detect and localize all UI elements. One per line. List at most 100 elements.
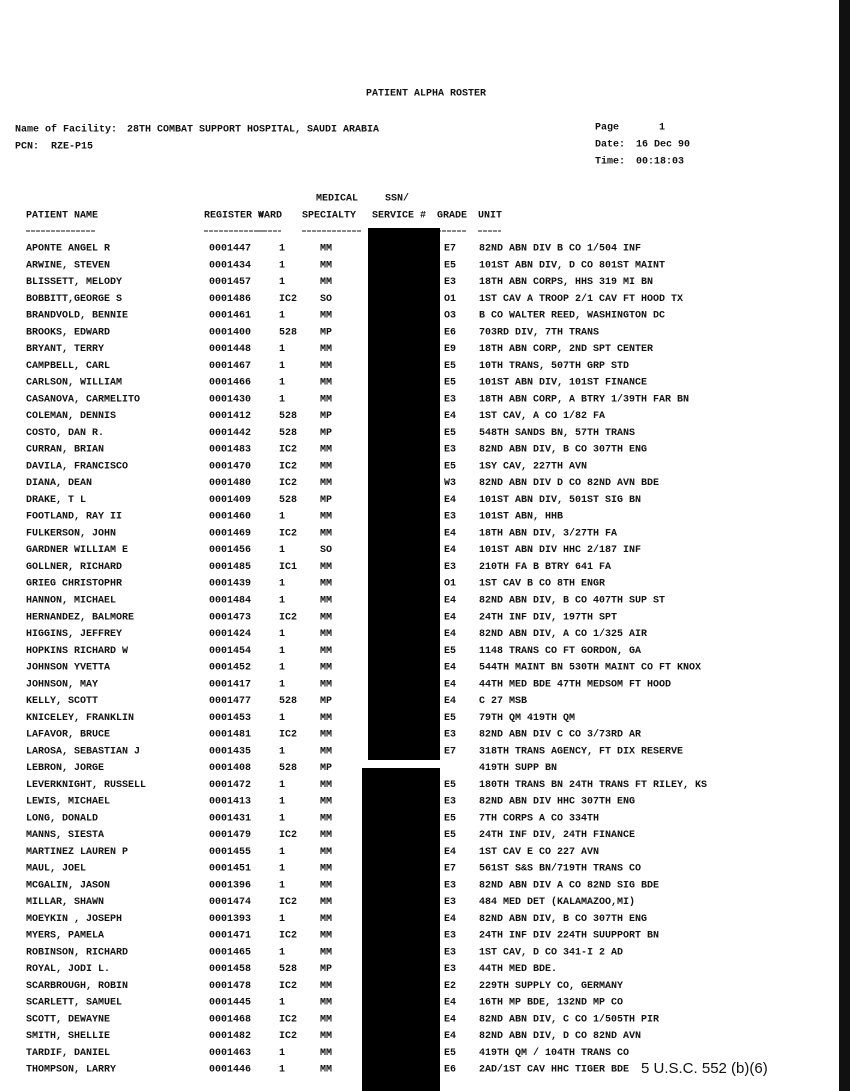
unit: 24TH INF DIV, 24TH FINANCE xyxy=(479,830,635,841)
ward: IC2 xyxy=(279,294,297,305)
unit: 1ST CAV B CO 8TH ENGR xyxy=(479,579,605,590)
ward: 1 xyxy=(279,311,285,322)
register-number: 0001484 xyxy=(209,595,251,606)
patient-name: HERNANDEZ, BALMORE xyxy=(26,612,134,623)
register-number: 0001474 xyxy=(209,897,251,908)
ward: 1 xyxy=(279,1048,285,1059)
unit: 1ST CAV, D CO 341-I 2 AD xyxy=(479,947,623,958)
specialty: SO xyxy=(320,294,332,305)
unit: 82ND ABN DIV, A CO 1/325 AIR xyxy=(479,628,647,640)
grade: E7 xyxy=(444,746,456,757)
patient-name: BROOKS, EDWARD xyxy=(26,327,110,338)
grade: O1 xyxy=(444,294,456,305)
unit: 18TH ABN CORP, A BTRY 1/39TH FAR BN xyxy=(479,393,689,405)
specialty: MM xyxy=(320,361,332,372)
column-header: SPECIALTY xyxy=(302,211,356,222)
patient-name: HIGGINS, JEFFREY xyxy=(26,629,122,640)
ward: 1 xyxy=(279,797,285,808)
specialty: MM xyxy=(320,646,332,657)
specialty: MM xyxy=(320,981,332,992)
column-header-top: SSN/ xyxy=(385,193,409,205)
grade: O3 xyxy=(444,311,456,322)
specialty: MM xyxy=(320,880,332,891)
specialty: MM xyxy=(320,730,332,741)
patient-name: LONG, DONALD xyxy=(26,813,98,824)
grade: E5 xyxy=(444,361,456,372)
grade: E5 xyxy=(444,260,456,271)
grade: E5 xyxy=(444,1048,456,1059)
ward: IC2 xyxy=(279,931,297,942)
grade: E4 xyxy=(444,545,456,556)
specialty: MP xyxy=(320,763,332,774)
unit: 24TH INF DIV 224TH SUUPPORT BN xyxy=(479,931,659,942)
patient-name: LAFAVOR, BRUCE xyxy=(26,730,110,741)
patient-name: HOPKINS RICHARD W xyxy=(26,646,128,657)
ward: 528 xyxy=(279,495,297,506)
patient-name: TARDIF, DANIEL xyxy=(26,1048,110,1059)
register-number: 0001413 xyxy=(209,797,251,808)
grade: W3 xyxy=(444,478,456,489)
grade: E3 xyxy=(444,277,456,288)
grade: E9 xyxy=(444,344,456,355)
column-header: REGISTER # xyxy=(204,211,264,222)
specialty: MM xyxy=(320,780,332,791)
register-number: 0001439 xyxy=(209,579,251,590)
specialty: MM xyxy=(320,378,332,389)
unit: 7TH CORPS A CO 334TH xyxy=(479,813,599,824)
grade: E4 xyxy=(444,663,456,674)
unit: 1ST CAV A TROOP 2/1 CAV FT HOOD TX xyxy=(479,293,683,305)
specialty: MM xyxy=(320,1014,332,1025)
unit: B CO WALTER REED, WASHINGTON DC xyxy=(479,311,665,322)
patient-name: HANNON, MICHAEL xyxy=(26,595,116,606)
specialty: MM xyxy=(320,1031,332,1042)
ward: 1 xyxy=(279,914,285,925)
pcn: RZE-P15 xyxy=(51,142,93,153)
specialty: MP xyxy=(320,696,332,707)
grade: E3 xyxy=(444,931,456,942)
grade: E2 xyxy=(444,981,456,992)
register-number: 0001482 xyxy=(209,1031,251,1042)
time: 00:18:03 xyxy=(636,157,684,168)
ward: 1 xyxy=(279,595,285,606)
ward: 1 xyxy=(279,713,285,724)
specialty: MM xyxy=(320,746,332,757)
grade: E5 xyxy=(444,378,456,389)
register-number: 0001455 xyxy=(209,847,251,858)
grade: E4 xyxy=(444,998,456,1009)
ward: 1 xyxy=(279,746,285,757)
patient-name: ARWINE, STEVEN xyxy=(26,260,110,271)
grade: E4 xyxy=(444,411,456,422)
patient-name: MANNS, SIESTA xyxy=(26,830,104,841)
specialty: SO xyxy=(320,545,332,556)
specialty: MM xyxy=(320,713,332,724)
grade: E3 xyxy=(444,947,456,958)
register-number: 0001466 xyxy=(209,378,251,389)
ward: 1 xyxy=(279,1065,285,1076)
specialty: MM xyxy=(320,830,332,841)
unit: 101ST ABN DIV HHC 2/187 INF xyxy=(479,544,641,556)
patient-name: KELLY, SCOTT xyxy=(26,696,98,707)
unit: 82ND ABN DIV, B CO 307TH ENG xyxy=(479,914,647,925)
grade: E5 xyxy=(444,461,456,472)
grade: E3 xyxy=(444,964,456,975)
patient-name: MARTINEZ LAUREN P xyxy=(26,847,128,858)
ward: 1 xyxy=(279,947,285,958)
patient-name: KNICELEY, FRANKLIN xyxy=(26,713,134,724)
ward: 1 xyxy=(279,361,285,372)
register-number: 0001483 xyxy=(209,445,251,456)
unit: 82ND ABN DIV C CO 3/73RD AR xyxy=(479,729,641,741)
register-number: 0001469 xyxy=(209,528,251,539)
ward: 1 xyxy=(279,512,285,523)
specialty: MM xyxy=(320,663,332,674)
ward: 1 xyxy=(279,378,285,389)
specialty: MM xyxy=(320,998,332,1009)
column-header: UNIT xyxy=(478,211,502,222)
register-number: 0001453 xyxy=(209,713,251,724)
specialty: MP xyxy=(320,495,332,506)
unit: 82ND ABN DIV, B CO 407TH SUP ST xyxy=(479,595,665,606)
register-number: 0001412 xyxy=(209,411,251,422)
patient-name: CARLSON, WILLIAM xyxy=(26,378,122,389)
register-number: 0001417 xyxy=(209,679,251,690)
grade: E4 xyxy=(444,679,456,690)
specialty: MM xyxy=(320,445,332,456)
